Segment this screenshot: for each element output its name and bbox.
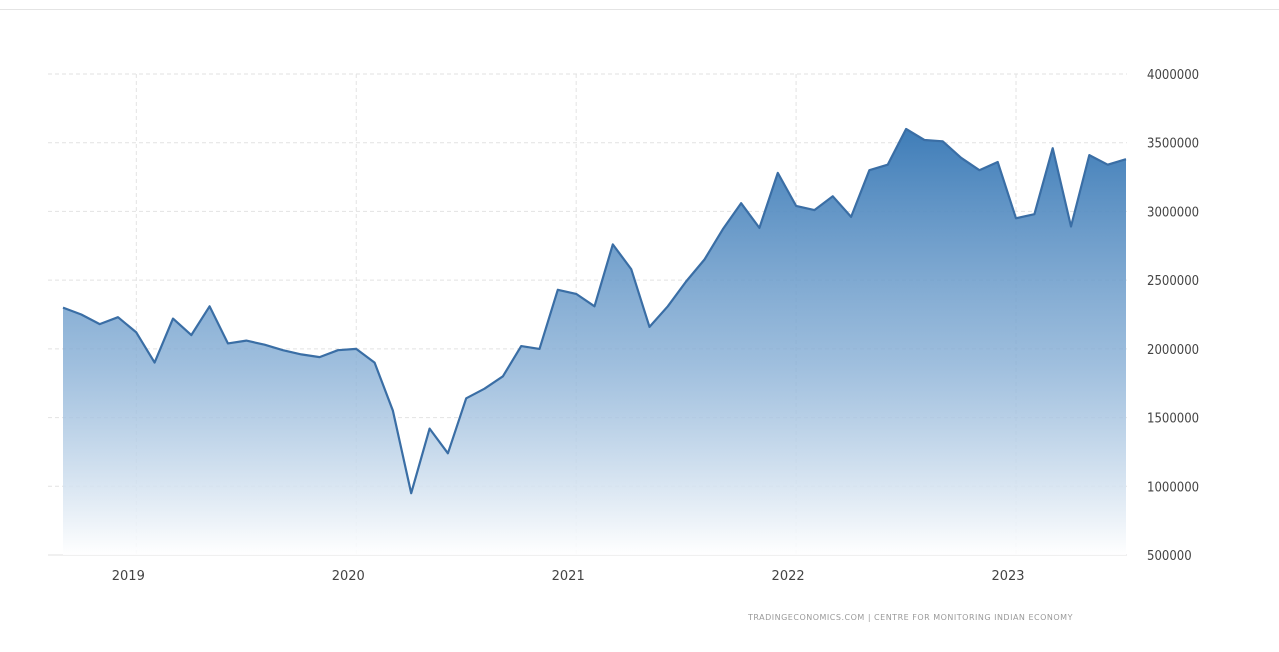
y-axis: 500000 1000000 1500000 2000000 2500000 300000… [1147,68,1199,564]
y-tick-label: 1500000 [1147,412,1199,427]
y-tick-label: 4000000 [1147,68,1199,83]
x-tick-label: 2023 [991,569,1024,584]
y-tick-label: 500000 [1147,549,1192,564]
y-tick-label: 2000000 [1147,343,1199,358]
series-area [63,129,1126,555]
x-tick-label: 2021 [552,569,585,584]
x-tick-label: 2019 [112,569,145,584]
series-line [62,127,1127,495]
y-tick-label: 2500000 [1147,274,1199,289]
x-axis: 2019 2020 2021 2022 2023 [112,569,1025,584]
y-tick-label: 3000000 [1147,205,1199,220]
x-tick-label: 2020 [332,569,365,584]
y-tick-label: 1000000 [1147,480,1199,495]
y-tick-label: 3500000 [1147,137,1199,152]
x-tick-label: 2022 [772,569,805,584]
top-divider [0,9,1279,10]
source-credit[interactable]: TRADINGECONOMICS.COM | CENTRE FOR MONITO… [748,613,1073,622]
